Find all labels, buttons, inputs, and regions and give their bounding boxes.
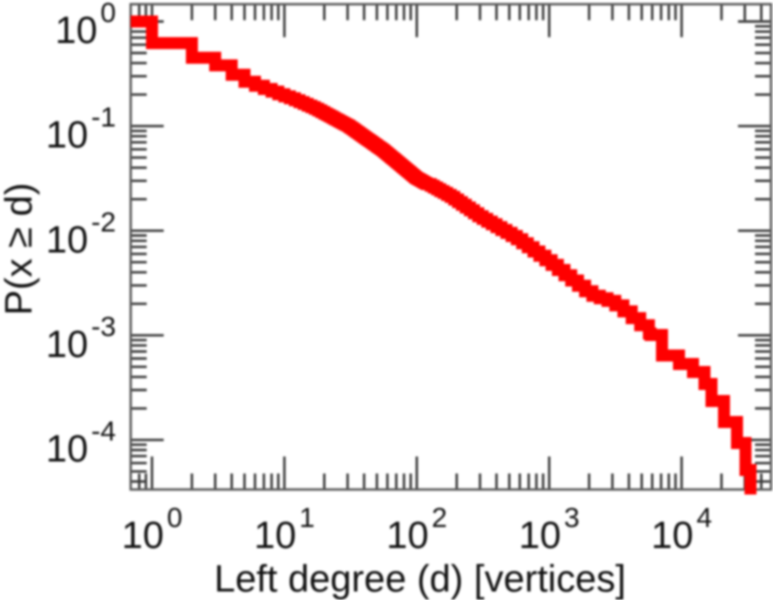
svg-text:P(x ≥ d): P(x ≥ d): [0, 183, 41, 316]
svg-text:100: 10 0: [122, 502, 183, 557]
svg-text:10-1: 10 -1: [46, 102, 116, 157]
svg-text:10-3: 10 -3: [46, 311, 116, 366]
svg-text:101: 10 1: [254, 502, 315, 557]
svg-text:10-2: 10 -2: [46, 206, 116, 261]
svg-text:102: 10 2: [386, 502, 447, 557]
svg-text:100: 10 0: [55, 0, 116, 52]
svg-text:Left degree (d) [vertices]: Left degree (d) [vertices]: [214, 559, 626, 600]
svg-text:104: 10 4: [651, 502, 712, 557]
svg-text:10-4: 10 -4: [46, 416, 116, 471]
svg-text:103: 10 3: [519, 502, 580, 557]
